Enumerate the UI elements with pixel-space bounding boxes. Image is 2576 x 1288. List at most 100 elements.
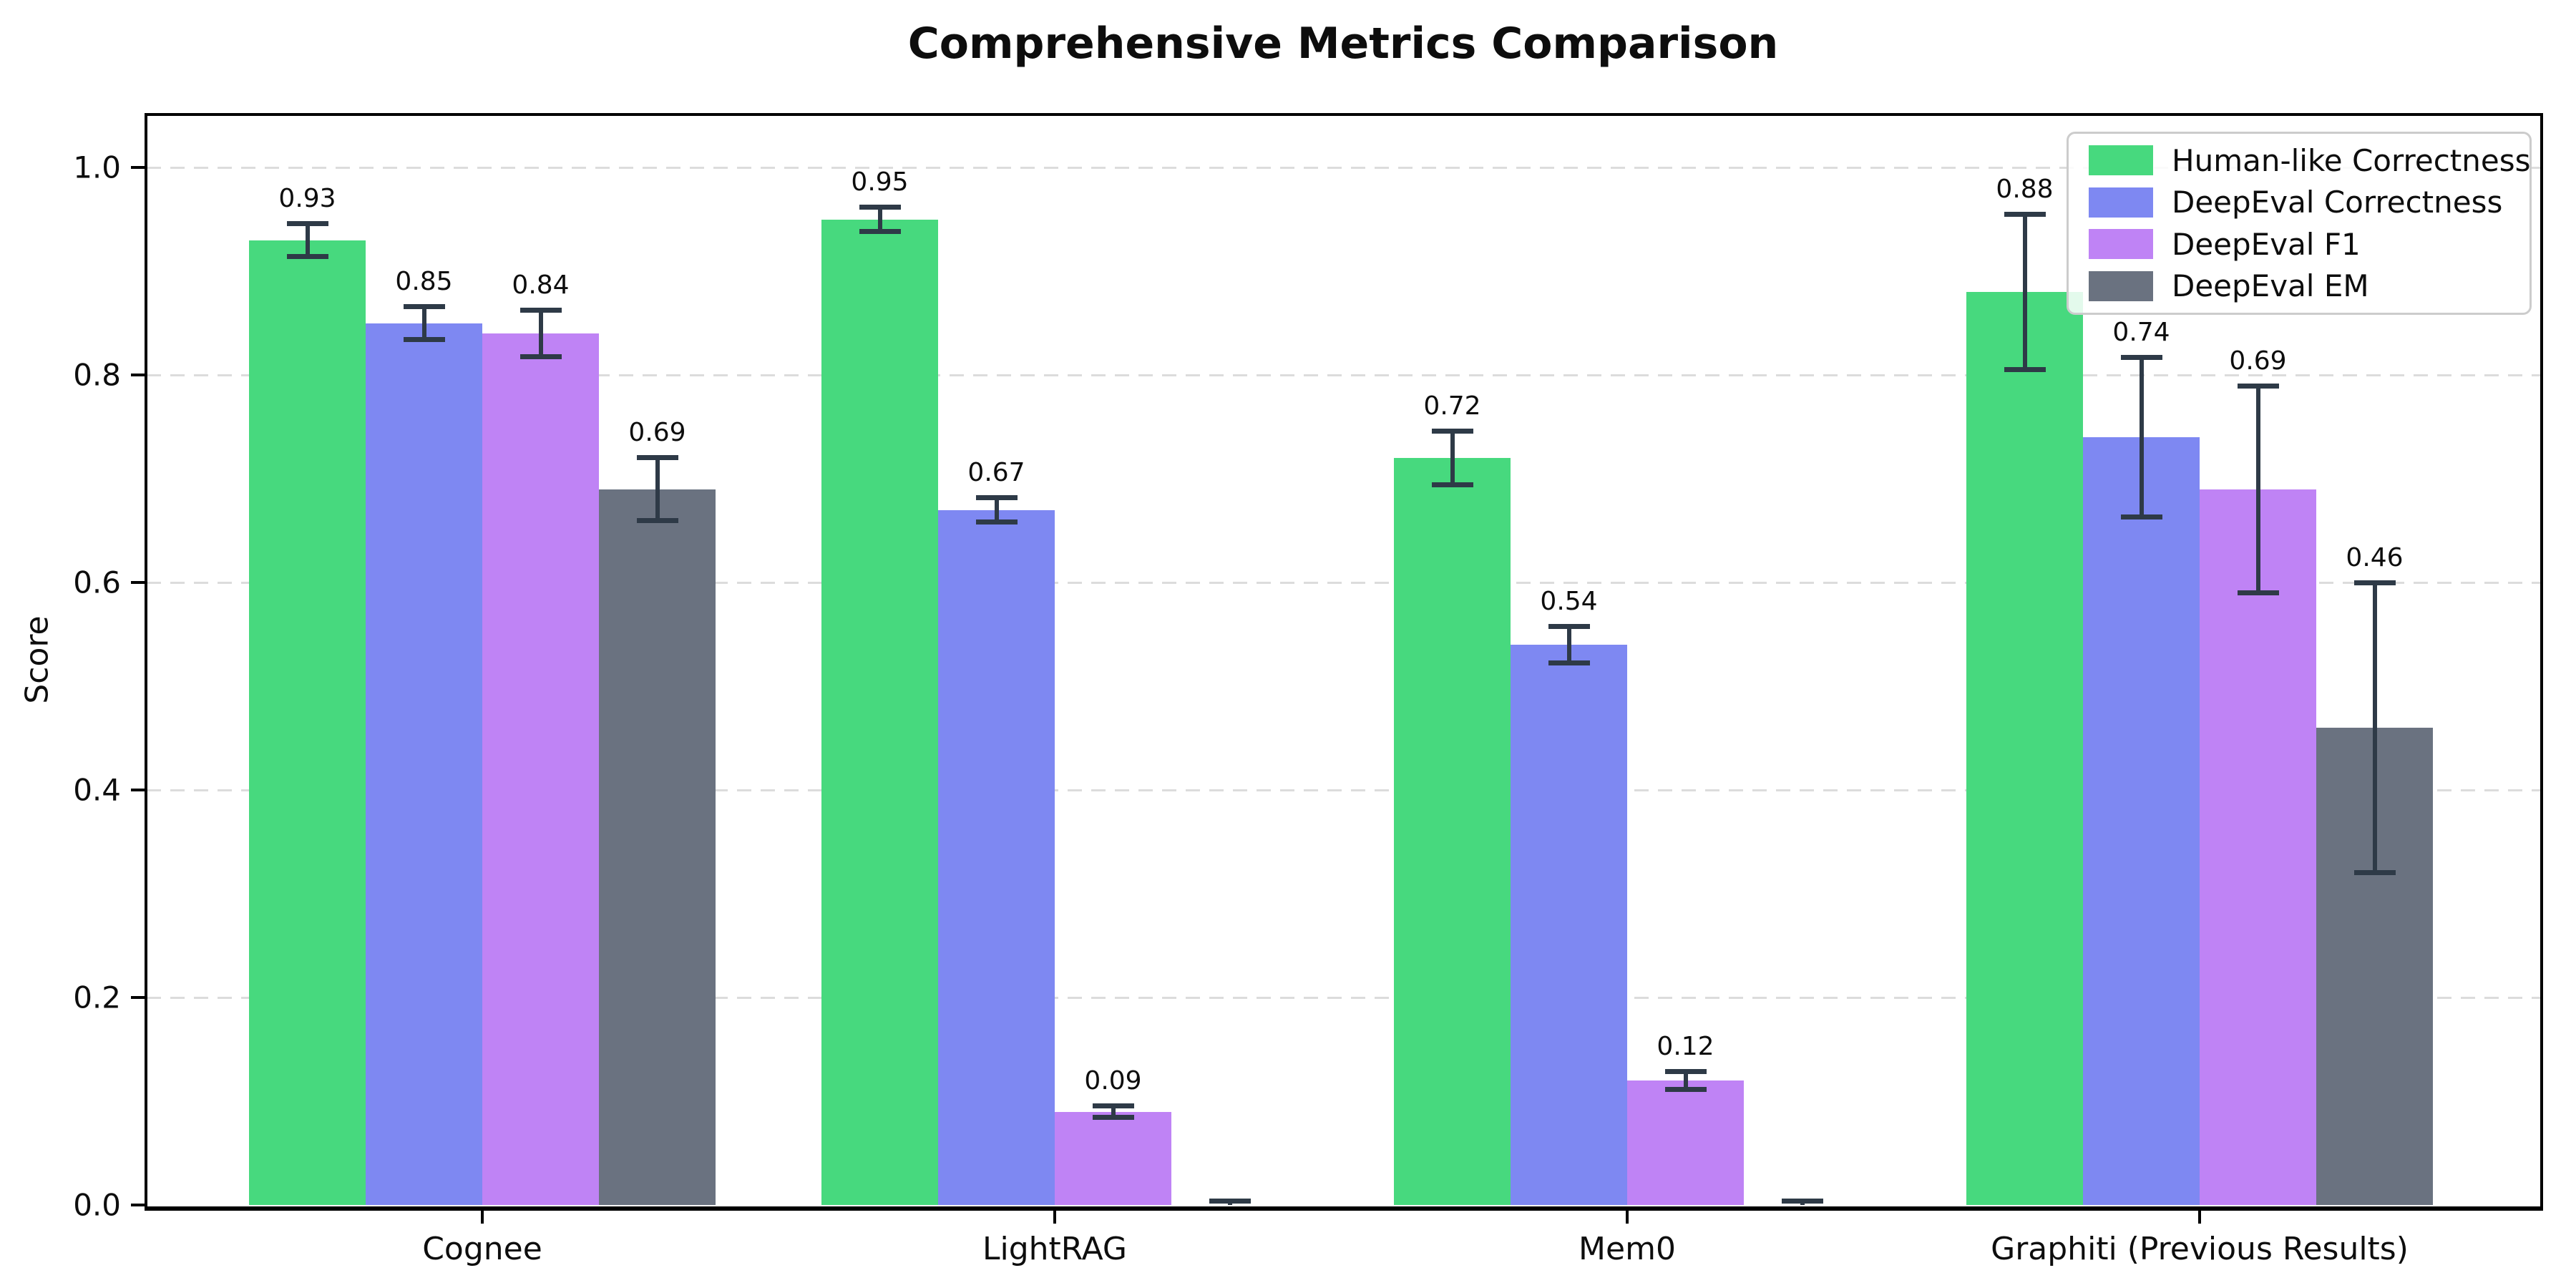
error-bar-cap-top: [1209, 1199, 1251, 1204]
legend: Human-like Correctness DeepEval Correctne…: [2067, 132, 2532, 315]
error-bar-cap-bottom: [1548, 660, 1590, 666]
y-tick-mark: [131, 374, 147, 376]
bar: [2083, 437, 2200, 1205]
y-tick-label: 0.0: [73, 1187, 121, 1223]
legend-item: Human-like Correctness: [2069, 142, 2531, 179]
bar-value-label: 0.93: [278, 184, 336, 214]
error-bar-line: [2372, 582, 2377, 873]
y-tick-mark: [131, 1204, 147, 1206]
error-bar-cap-bottom: [2004, 366, 2046, 372]
legend-item: DeepEval Correctness: [2069, 184, 2529, 221]
gridline: [147, 789, 2540, 791]
bar-value-label: 0.84: [512, 270, 570, 300]
legend-swatch: [2089, 145, 2153, 176]
legend-item: DeepEval F1: [2069, 225, 2529, 263]
error-bar-line: [538, 309, 543, 358]
error-bar-line: [2139, 357, 2144, 517]
legend-label: Human-like Correctness: [2172, 142, 2531, 178]
error-bar-line: [1566, 625, 1571, 664]
gridline: [147, 374, 2540, 376]
bar: [249, 240, 366, 1205]
error-bar-cap-bottom: [403, 336, 445, 342]
error-bar-cap-bottom: [1092, 1115, 1134, 1121]
bar: [366, 323, 482, 1205]
error-bar-cap-top: [2353, 580, 2396, 585]
error-bar-cap-top: [2237, 383, 2279, 389]
gridline: [147, 997, 2540, 999]
error-bar-cap-top: [975, 495, 1018, 501]
x-tick-label: Mem0: [1579, 1231, 1676, 1267]
axis-spine-top: [145, 113, 2543, 116]
legend-swatch: [2089, 270, 2153, 301]
error-bar-cap-bottom: [519, 354, 562, 360]
y-tick-label: 0.4: [73, 772, 121, 808]
axis-spine-bottom: [145, 1206, 2543, 1211]
legend-label: DeepEval EM: [2172, 268, 2369, 304]
bar: [938, 509, 1055, 1205]
bar-value-label: 0.54: [1540, 586, 1598, 616]
error-bar-line: [994, 497, 999, 522]
error-bar-cap-top: [1664, 1068, 1707, 1074]
y-tick-label: 1.0: [73, 150, 121, 185]
bar: [1511, 645, 1627, 1205]
error-bar-cap-bottom: [2353, 870, 2396, 875]
y-tick-label: 0.2: [73, 980, 121, 1015]
bar-value-label: 0.85: [395, 267, 453, 297]
error-bar-line: [305, 223, 310, 257]
error-bar-line: [2022, 214, 2027, 370]
axis-spine-right: [2540, 113, 2543, 1209]
gridline: [147, 167, 2540, 169]
error-bar-cap-bottom: [286, 253, 328, 259]
error-bar-cap-bottom: [1664, 1087, 1707, 1093]
gridline: [147, 582, 2540, 584]
plot-area: 0.0 0.2 0.4 0.6 0.8 1.0 Cognee LightRAG Mem0 Grap…: [73, 113, 2540, 1267]
y-axis-title: Score: [19, 615, 56, 704]
y-tick-mark: [131, 581, 147, 584]
y-tick-mark: [131, 996, 147, 999]
error-bar-cap-bottom: [859, 228, 901, 234]
x-tick-label: Cognee: [422, 1231, 542, 1267]
legend-swatch: [2089, 229, 2153, 260]
error-bar-cap-bottom: [975, 519, 1018, 525]
bar-value-label: 0.67: [967, 458, 1025, 488]
bar-value-label: 0.95: [851, 167, 909, 197]
bar-value-label: 0.88: [1996, 175, 2054, 205]
error-bar-cap-bottom: [2237, 590, 2279, 595]
x-tick-label: LightRAG: [982, 1231, 1128, 1267]
legend-swatch: [2089, 187, 2153, 218]
bar: [1394, 458, 1511, 1205]
y-tick-mark: [131, 789, 147, 791]
y-tick-mark: [131, 166, 147, 169]
legend-item: DeepEval EM: [2069, 268, 2529, 305]
axis-spine-left: [145, 113, 147, 1209]
x-tick-mark: [2198, 1208, 2201, 1224]
x-tick-mark: [1053, 1208, 1056, 1224]
error-bar-line: [1450, 431, 1455, 485]
error-bar-cap-top: [859, 205, 901, 210]
y-tick-label: 0.8: [73, 357, 121, 393]
error-bar-cap-bottom: [2120, 514, 2162, 519]
bar-value-label: 0.09: [1084, 1065, 1142, 1096]
error-bar-cap-top: [403, 304, 445, 310]
bar: [599, 489, 716, 1205]
x-tick-mark: [1626, 1208, 1629, 1224]
error-bar-cap-top: [1781, 1199, 1823, 1204]
error-bar-line: [877, 207, 882, 232]
bar: [1966, 292, 2083, 1205]
x-tick-mark: [481, 1208, 484, 1224]
error-bar-cap-bottom: [636, 518, 678, 524]
error-bar-line: [655, 457, 660, 522]
error-bar-cap-top: [286, 221, 328, 227]
error-bar-cap-top: [636, 454, 678, 460]
bar: [1627, 1080, 1744, 1205]
bar-value-label: 0.69: [2229, 346, 2287, 376]
bar-value-label: 0.46: [2346, 543, 2404, 572]
error-bar-line: [1683, 1070, 1688, 1091]
error-bar-line: [1111, 1105, 1116, 1118]
x-tick-label: Graphiti (Previous Results): [1991, 1231, 2409, 1267]
chart-title: Comprehensive Metrics Comparison: [907, 19, 1779, 69]
bar-value-label: 0.72: [1423, 391, 1481, 421]
error-bar-cap-top: [1092, 1103, 1134, 1108]
legend-label: DeepEval F1: [2172, 226, 2361, 262]
